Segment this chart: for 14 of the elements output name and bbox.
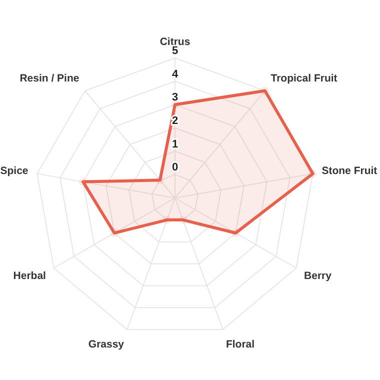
spoke-label: Tropical Fruit xyxy=(270,72,338,84)
spoke-label: Herbal xyxy=(13,270,46,282)
y-tick-label: 3 xyxy=(172,92,178,104)
spoke-label: Berry xyxy=(304,270,332,282)
y-tick-label: 4 xyxy=(172,68,179,80)
y-tick-label: 5 xyxy=(172,45,178,57)
y-tick-label: 1 xyxy=(172,138,178,150)
spoke-label: Resin / Pine xyxy=(20,72,80,84)
spoke-label: Stone Fruit xyxy=(322,164,378,177)
y-tick-label: 0 xyxy=(172,162,178,174)
spoke-label: Spice xyxy=(0,164,28,177)
spoke-label: Citrus xyxy=(160,36,190,48)
spoke-label: Floral xyxy=(226,338,255,351)
spoke-label: Grassy xyxy=(88,338,124,351)
